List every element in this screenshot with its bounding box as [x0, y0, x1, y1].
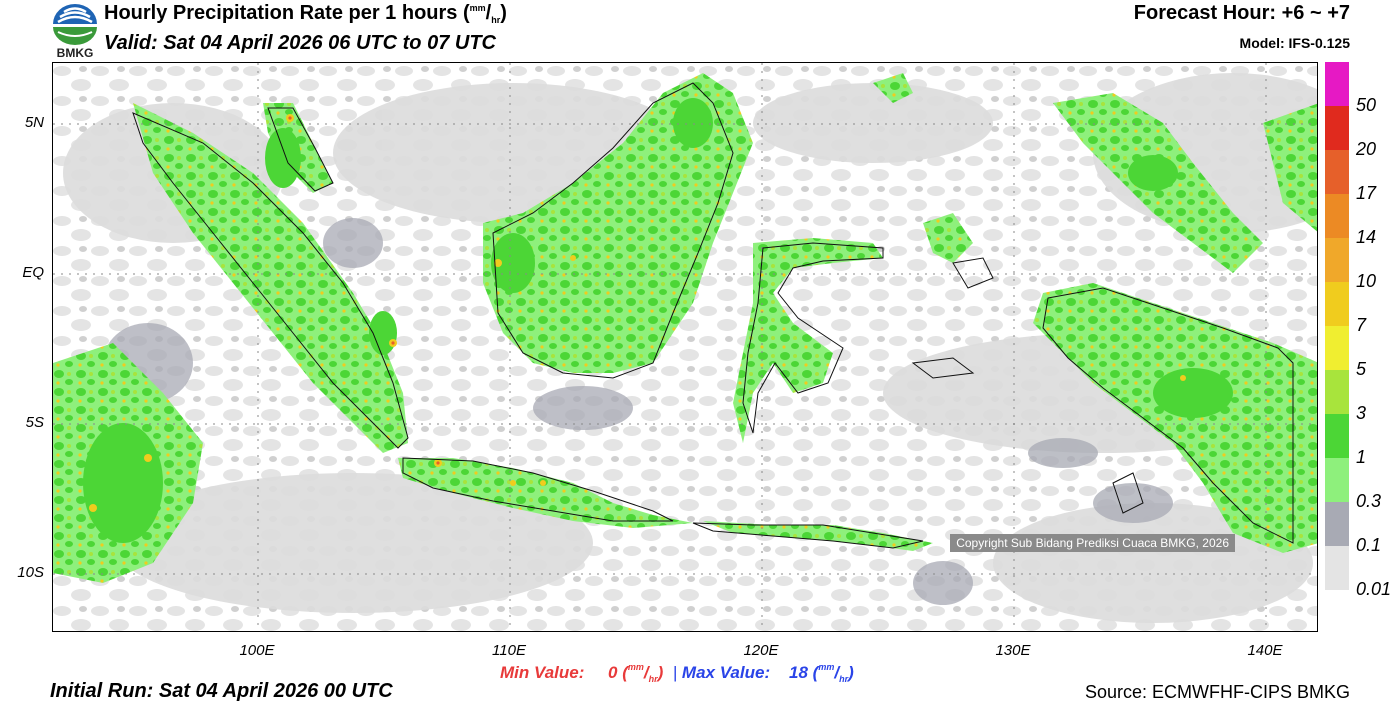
max-value: 18 (mm/hr)	[789, 662, 854, 684]
colorbar-label: 5	[1356, 359, 1367, 379]
colorbar-segment	[1325, 502, 1349, 547]
colorbar-label: 17	[1356, 183, 1377, 203]
colorbar-label: 0.3	[1356, 491, 1382, 511]
rain-areas	[53, 73, 1317, 583]
colorbar-segment	[1325, 62, 1349, 107]
model-name: Model: IFS-0.125	[1239, 35, 1350, 51]
heavy-rain-cells	[89, 114, 1186, 512]
colorbar-label: 14	[1356, 227, 1377, 247]
map-svg	[53, 63, 1317, 631]
forecast-hour: Forecast Hour: +6 ~ +7	[1133, 2, 1350, 24]
lon-label-140e: 140E	[1247, 642, 1283, 659]
colorbar-segment	[1325, 238, 1349, 283]
light-rain-areas	[63, 73, 1317, 623]
colorbar-segment	[1325, 414, 1349, 459]
colorbar-segment	[1325, 458, 1349, 503]
colorbar-label: 7	[1356, 315, 1367, 335]
colorbar-segment	[1325, 370, 1349, 415]
coastlines	[132, 82, 1294, 549]
precipitation-map: Copyright Sub Bidang Prediksi Cuaca BMKG…	[52, 62, 1318, 632]
colorbar-label: 10	[1356, 271, 1377, 291]
lat-label-5s: 5S	[25, 414, 44, 431]
initial-run: Initial Run: Sat 04 April 2026 00 UTC	[50, 680, 393, 702]
colorbar-label: 0.01	[1356, 579, 1392, 599]
data-source: Source: ECMWFHF-CIPS BMKG	[1084, 682, 1350, 702]
colorbar-label: 1	[1356, 447, 1367, 467]
colorbar-segment	[1325, 106, 1349, 151]
colorbar-segment	[1325, 282, 1349, 327]
colorbar-segment	[1325, 546, 1349, 590]
lon-label-110e: 110E	[492, 642, 526, 659]
title-unit-den: hr	[491, 15, 501, 25]
colorbar-label: 20	[1356, 139, 1377, 159]
copyright-label: Copyright Sub Bidang Prediksi Cuaca BMKG…	[950, 534, 1235, 552]
logo-text: BMKG	[57, 46, 94, 58]
colorbar-segment	[1325, 326, 1349, 371]
valid-time: Valid: Sat 04 April 2026 06 UTC to 07 UT…	[104, 32, 496, 54]
min-max-values: Min Value: 0 (mm/hr) | Max Value: 18 (mm…	[500, 662, 854, 684]
colorbar-segment	[1325, 150, 1349, 195]
moderate-rain-cells	[83, 98, 1233, 543]
colorbar-label: 3	[1356, 403, 1367, 423]
colorbar-label: 50	[1356, 95, 1377, 115]
precip-colorbar	[1325, 62, 1349, 590]
lon-label-130e: 130E	[995, 642, 1031, 659]
max-label: Max Value:	[681, 663, 771, 682]
colorbar-segment	[1325, 194, 1349, 239]
lat-label-5n: 5N	[24, 114, 44, 131]
title-text: Hourly Precipitation Rate per 1 hours	[104, 2, 458, 24]
chart-title: Hourly Precipitation Rate per 1 hours (m…	[104, 2, 507, 25]
title-unit-num: mm	[469, 3, 486, 13]
lon-label-120e: 120E	[743, 642, 779, 659]
min-value: 0 (mm/hr)	[608, 662, 664, 684]
min-label: Min Value:	[500, 663, 585, 682]
lat-label-eq: EQ	[22, 264, 44, 281]
value-separator: |	[672, 663, 678, 682]
grid-lines	[53, 63, 1317, 631]
lat-label-10s: 10S	[17, 564, 44, 581]
colorbar-label: 0.1	[1356, 535, 1382, 555]
bmkg-logo: BMKG	[50, 2, 100, 60]
lon-label-100e: 100E	[239, 642, 275, 659]
drizzle-grey-areas	[103, 218, 1173, 605]
intense-rain-cells	[288, 116, 440, 465]
